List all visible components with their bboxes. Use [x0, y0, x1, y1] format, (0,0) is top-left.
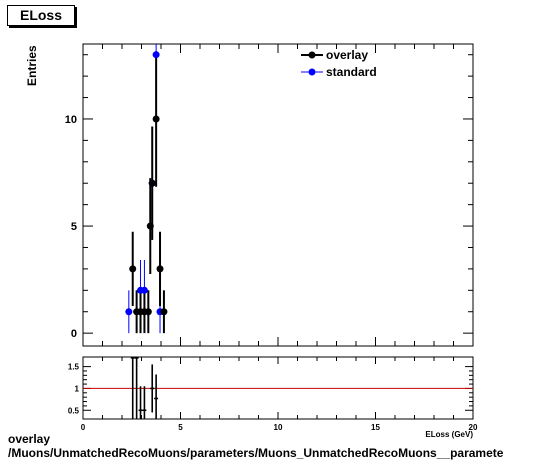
overlay-point	[129, 265, 137, 273]
ratio-y-tick-label: 1	[75, 384, 80, 393]
main-y-tick-label: 10	[65, 114, 77, 126]
ratio-x-tick-label: 15	[371, 423, 380, 432]
x-axis-label: ELoss (GeV)	[425, 430, 473, 439]
footer-line-1: overlay	[8, 432, 51, 446]
ratio-y-tick-label: 0.5	[68, 406, 80, 415]
y-axis-label: Entries	[25, 45, 39, 86]
legend-label-overlay: overlay	[326, 48, 368, 62]
chart-title: ELoss	[7, 5, 75, 26]
ratio-x-tick-label: 10	[274, 423, 283, 432]
legend-marker-overlay	[308, 51, 316, 59]
legend-label-standard: standard	[326, 65, 377, 79]
overlay-point	[160, 308, 168, 316]
overlay-point	[146, 222, 154, 230]
ratio-y-tick-label: 1.5	[68, 363, 80, 372]
overlay-point	[156, 265, 164, 273]
overlay-point	[144, 308, 152, 316]
legend: overlay standard	[301, 48, 377, 79]
main-y-tick-label: 5	[71, 221, 77, 233]
ratio-x-tick-label: 20	[469, 423, 478, 432]
footer-line-2: /Muons/UnmatchedRecoMuons/parameters/Muo…	[8, 446, 504, 460]
standard-point	[152, 51, 160, 59]
legend-marker-standard	[308, 68, 316, 76]
standard-point	[125, 308, 133, 316]
ratio-x-tick-label: 0	[81, 423, 86, 432]
main-y-tick-label: 0	[71, 328, 77, 340]
standard-point	[140, 286, 148, 294]
ratio-x-tick-label: 5	[178, 423, 183, 432]
overlay-point	[152, 115, 160, 123]
overlay-point	[148, 179, 156, 187]
